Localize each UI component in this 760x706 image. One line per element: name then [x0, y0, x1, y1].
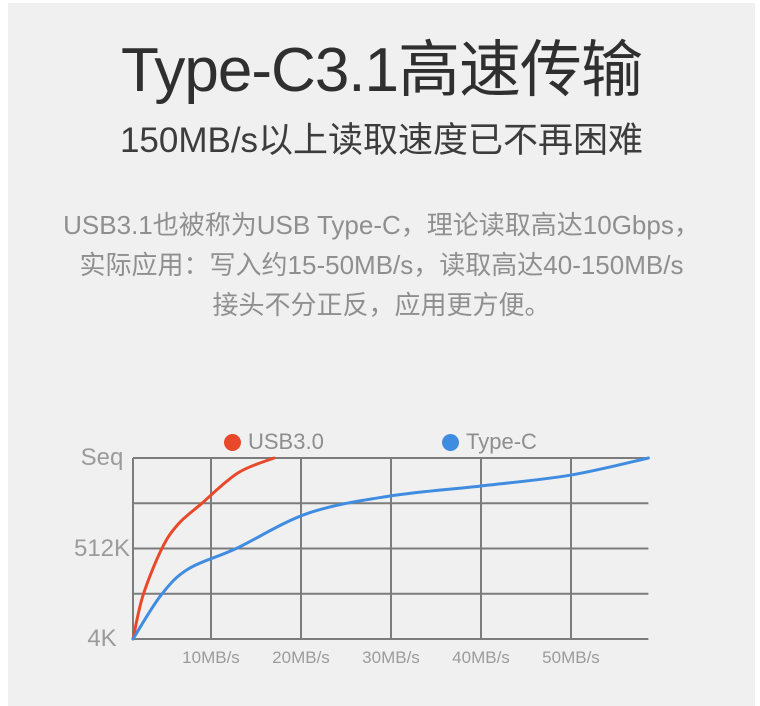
series-line-typec: [131, 456, 650, 641]
x-axis-label: 10MB/s: [182, 648, 240, 667]
description-line: 实际应用：写入约15-50MB/s，读取高达40-150MB/s: [79, 250, 684, 280]
legend-item-usb30: USB3.0: [224, 431, 324, 453]
legend-label-typec: Type-C: [466, 429, 537, 454]
y-axis-label: 512K: [73, 534, 131, 562]
y-axis-label: Seq: [80, 444, 124, 471]
description-line: 接头不分正反，应用更方便。: [212, 290, 551, 320]
speed-chart: USB3.0 Type-C 4K 512K Seq 10MB/s 20MB/s 30MB…: [8, 3, 755, 706]
legend-dot-usb30-icon: [224, 433, 241, 451]
legend-item-typec: Type-C: [442, 431, 537, 453]
description-line: USB3.1也被称为USB Type-C，理论读取高达10Gbps，: [63, 210, 700, 240]
x-axis-label: 50MB/s: [542, 648, 600, 667]
description: USB3.1也被称为USB Type-C，理论读取高达10Gbps， 实际应用：…: [8, 205, 755, 325]
legend-dot-typec-icon: [442, 433, 459, 451]
x-axis-label: 40MB/s: [452, 648, 510, 667]
page-subtitle: 150MB/s以上读取速度已不再困难: [119, 121, 644, 160]
series-line-usb30: [131, 456, 276, 641]
x-axis-label: 20MB/s: [272, 648, 330, 667]
chart-plot: [131, 456, 650, 641]
page-title: Type-C3.1高速传输: [120, 36, 643, 105]
legend-label-usb30: USB3.0: [248, 429, 324, 454]
x-axis-label: 30MB/s: [362, 648, 420, 667]
y-axis-label: 4K: [87, 625, 117, 652]
content-panel: Type-C3.1高速传输 150MB/s以上读取速度已不再困难 USB3.1也…: [8, 3, 755, 706]
